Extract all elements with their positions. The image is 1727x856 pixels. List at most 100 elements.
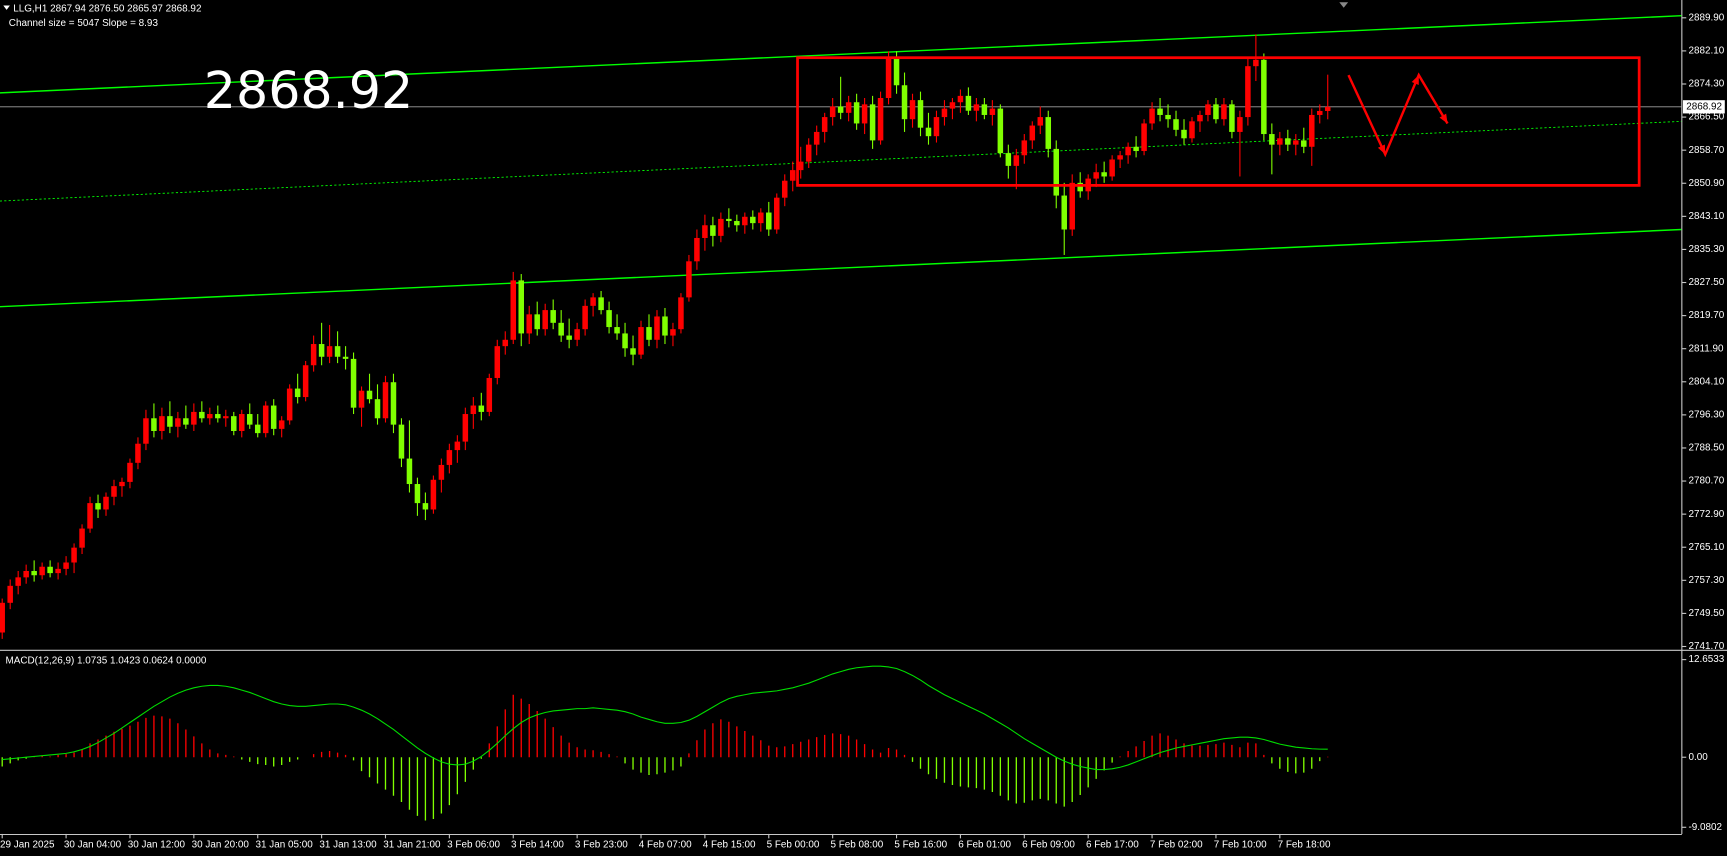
candle-body [534, 314, 540, 330]
candle-body [510, 280, 517, 340]
x-tick-label: 3 Feb 23:00 [575, 840, 628, 851]
candle-body [1269, 134, 1275, 145]
candle-body [462, 414, 469, 442]
candle-body [1045, 117, 1052, 149]
candle-body [598, 297, 604, 311]
candle-body [111, 486, 117, 497]
y-tick-label: 2827.50 [1688, 277, 1724, 288]
candle-body [406, 458, 413, 485]
candle-body [957, 95, 964, 103]
candle-body [494, 346, 501, 378]
x-tick-label: 5 Feb 00:00 [767, 840, 820, 851]
candle-body [262, 405, 269, 434]
candle-body [239, 414, 245, 431]
x-tick-label: 5 Feb 08:00 [830, 840, 883, 851]
candle-body [837, 106, 844, 113]
candle-body [997, 108, 1004, 154]
candle-body [949, 102, 956, 109]
candle-body [39, 566, 45, 576]
y-tick-label: 2804.10 [1688, 376, 1724, 387]
candle-body [710, 225, 716, 236]
candle-body [893, 57, 900, 86]
range-box [796, 56, 1641, 187]
candle-body [119, 481, 125, 487]
candle-body [286, 388, 293, 421]
candle-body [781, 180, 788, 198]
forecast-zigzag [1347, 72, 1449, 158]
channel-line [0, 14, 1682, 94]
x-tick-label: 31 Jan 13:00 [319, 840, 377, 851]
candle-body [270, 405, 277, 429]
x-tick-label: 6 Feb 17:00 [1086, 840, 1139, 851]
candle-body [750, 216, 756, 224]
y-tick-label: 2819.70 [1688, 310, 1724, 321]
candle-body [71, 547, 77, 563]
candle-body [1157, 108, 1163, 115]
candle-body [135, 443, 141, 463]
candle-body [1069, 182, 1075, 230]
candle-body [1061, 195, 1067, 230]
candle-body [829, 106, 836, 118]
x-tick-label: 7 Feb 02:00 [1150, 840, 1203, 851]
channel-line [0, 228, 1682, 308]
candle-body [1101, 172, 1107, 177]
last-price-tag [1682, 100, 1725, 114]
y-tick-label: 2843.10 [1688, 211, 1724, 222]
candle-body [278, 420, 285, 429]
arrow-head [1411, 75, 1419, 86]
candle-body [151, 418, 157, 431]
candle-body [1301, 140, 1307, 147]
candle-body [1125, 146, 1131, 156]
candle-body [662, 316, 668, 336]
candle-body [63, 562, 69, 569]
x-tick-label: 6 Feb 01:00 [958, 840, 1011, 851]
candle-body [47, 566, 53, 574]
candle-body [470, 405, 477, 415]
candle-body [734, 221, 740, 226]
candle-body [1293, 140, 1299, 145]
candle-body [374, 399, 381, 419]
y-tick-label: 2788.50 [1688, 443, 1724, 454]
candle-body [742, 216, 748, 226]
candle-body [654, 316, 660, 340]
candle-body [1053, 148, 1059, 196]
candle-body [1117, 155, 1123, 160]
candle-body [1181, 129, 1187, 139]
candle-body [981, 104, 988, 115]
candle-body [334, 346, 341, 357]
candle-body [246, 414, 253, 425]
candle-body [294, 388, 301, 398]
candle-body [574, 329, 580, 340]
candle-body [326, 346, 333, 357]
candle-body [159, 416, 165, 431]
candle-body [430, 479, 437, 510]
candle-body [758, 212, 764, 224]
y-tick-label: 2796.30 [1688, 409, 1724, 420]
candle-body [869, 104, 876, 141]
macd-pane [1, 665, 1329, 821]
x-tick-label: 4 Feb 15:00 [703, 840, 756, 851]
last-price-tag-label: 2868.92 [1686, 101, 1722, 112]
y-tick-label: 2811.90 [1688, 343, 1724, 354]
price-annotation: 2868.92 [204, 61, 413, 120]
candle-body [438, 464, 445, 480]
candle-body [318, 344, 325, 357]
candle-body [1317, 110, 1323, 115]
y-tick-label: 2889.90 [1688, 12, 1724, 23]
candle-body [310, 344, 317, 366]
candle-body [566, 335, 572, 340]
candle-body [518, 280, 524, 334]
arrow-head [1439, 113, 1448, 124]
y2-tick-label: 0.00 [1688, 752, 1708, 763]
candle-body [1189, 121, 1195, 139]
y2-tick-label: 12.6533 [1688, 654, 1724, 665]
candle-body [414, 484, 421, 504]
candle-body [7, 585, 13, 603]
candle-body [1173, 119, 1179, 130]
candle-body [989, 108, 996, 115]
x-tick-label: 6 Feb 09:00 [1022, 840, 1075, 851]
candle-body [686, 261, 692, 298]
candle-body [1013, 155, 1020, 166]
y-tick-label: 2772.90 [1688, 509, 1724, 520]
